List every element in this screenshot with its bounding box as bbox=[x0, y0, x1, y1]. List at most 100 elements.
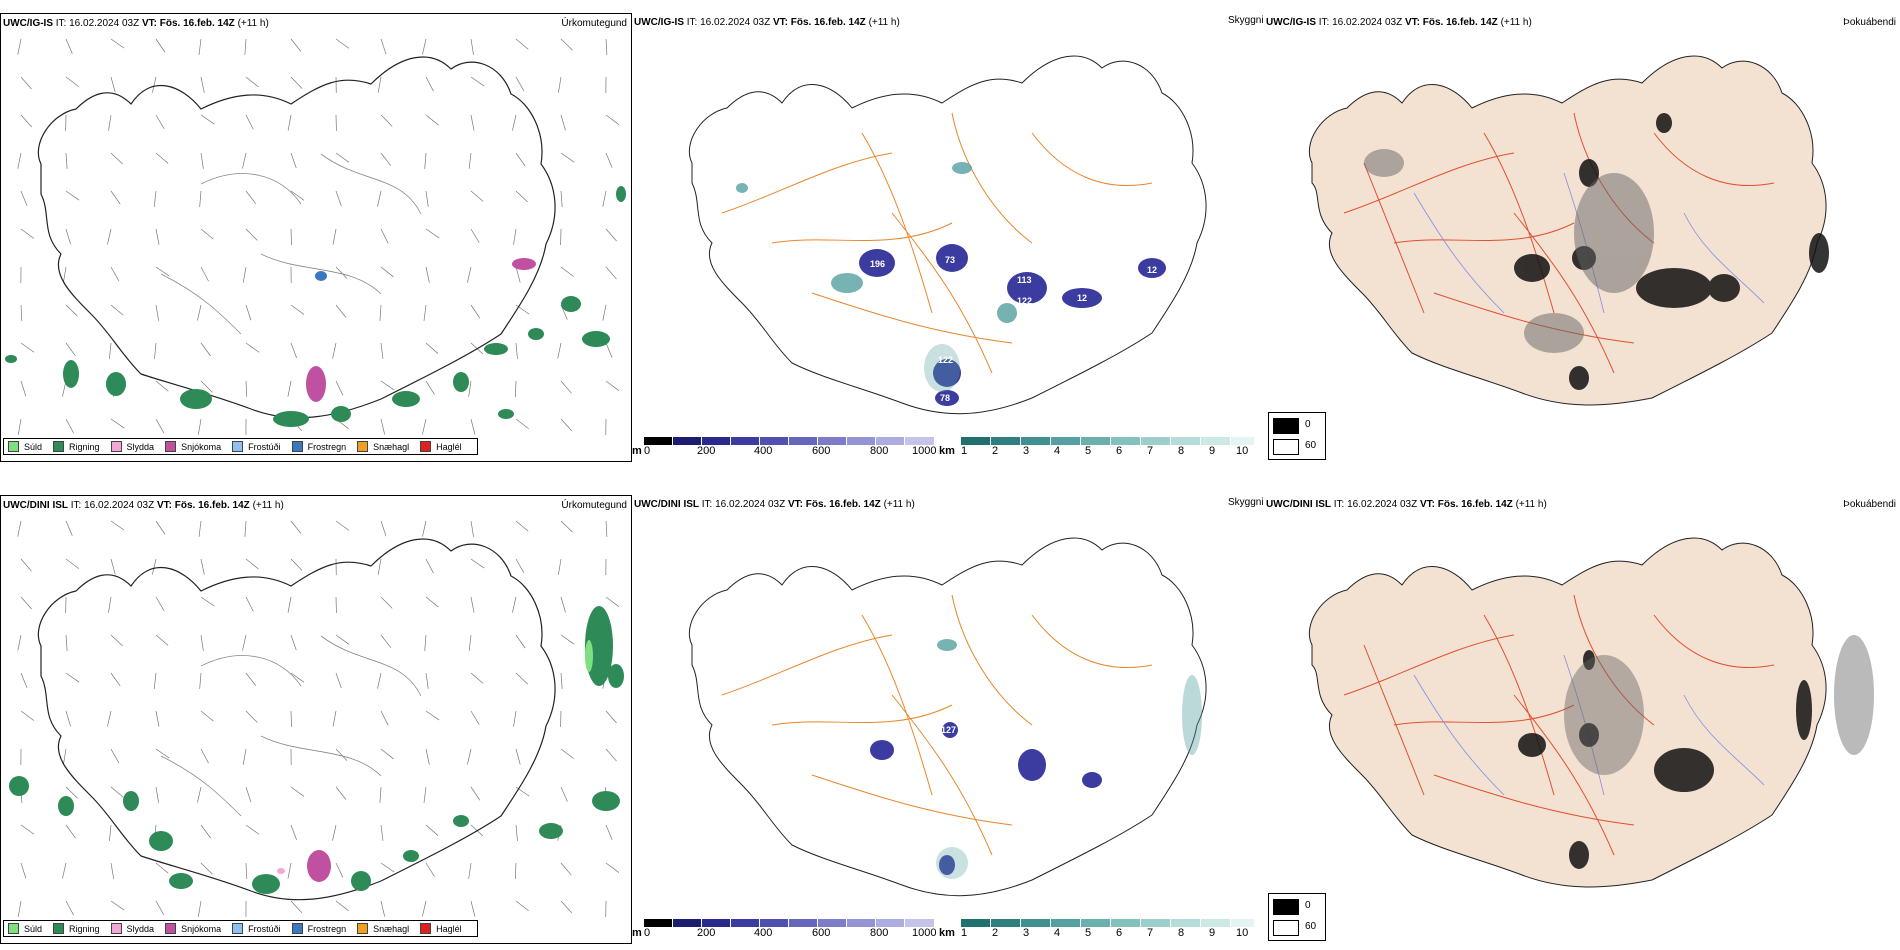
wind-barb bbox=[155, 710, 160, 727]
wind-barb bbox=[560, 748, 574, 759]
legend-item-freezing-rain: Frostregn bbox=[291, 923, 346, 934]
wind-barb bbox=[560, 672, 563, 689]
wind-barb bbox=[200, 748, 209, 764]
wind-barb bbox=[560, 862, 572, 876]
wind-barb bbox=[425, 190, 429, 207]
fog-legend-low-label: 60 bbox=[1305, 921, 1317, 932]
wind-barb bbox=[605, 824, 613, 840]
wind-barb bbox=[602, 304, 607, 321]
ceiling-label: 78 bbox=[940, 393, 950, 403]
visibility-tick: 6 bbox=[1116, 445, 1123, 457]
wind-barb bbox=[557, 342, 562, 359]
wind-barb bbox=[290, 342, 297, 359]
ceiling-tick: 200 bbox=[697, 445, 716, 457]
wind-barb bbox=[20, 672, 28, 688]
wind-barb bbox=[197, 304, 202, 321]
ceiling-tick: 800 bbox=[870, 927, 889, 939]
visibility-panel-bottom: UWC/DINI ISL IT: 16.02.2024 03Z VT: Fös.… bbox=[632, 495, 1264, 944]
wind-barb bbox=[155, 862, 169, 874]
iceland-coastline bbox=[37, 56, 556, 419]
wind-barb bbox=[65, 558, 80, 569]
wind-barb bbox=[377, 76, 382, 93]
wind-barb bbox=[380, 380, 395, 391]
wind-barb bbox=[513, 710, 517, 727]
panel-header: UWC/DINI ISL IT: 16.02.2024 03Z VT: Fös.… bbox=[634, 499, 915, 510]
visibility-tick: 7 bbox=[1147, 445, 1154, 457]
wind-barb bbox=[108, 114, 112, 131]
ceiling-label: 122 bbox=[938, 355, 953, 365]
panel-title-fog: Þokuábendi bbox=[1843, 499, 1896, 510]
wind-barb bbox=[290, 786, 305, 797]
visibility-unit: km bbox=[939, 927, 955, 939]
wind-barb bbox=[20, 304, 23, 321]
legend-item-snow: Snjókoma bbox=[165, 441, 221, 452]
legend-item-rain: Rigning bbox=[53, 441, 100, 452]
wind-barb bbox=[558, 558, 562, 575]
wind-barb bbox=[65, 672, 80, 683]
fog-legend-high-label: 0 bbox=[1305, 900, 1311, 911]
precip-map-top bbox=[5, 38, 626, 436]
wind-barb bbox=[380, 900, 386, 917]
ceiling-colorbar-segment bbox=[702, 919, 731, 927]
visibility-tick: 7 bbox=[1147, 927, 1154, 939]
wind-barb bbox=[470, 76, 485, 87]
legend-item-freezing-drizzle: Frostúði bbox=[232, 441, 281, 452]
wind-barb bbox=[515, 672, 528, 685]
wind-barb bbox=[380, 634, 392, 648]
wind-barb bbox=[605, 228, 617, 242]
wind-barb bbox=[200, 76, 205, 93]
wind-barb bbox=[335, 672, 342, 689]
wind-barb bbox=[335, 748, 348, 761]
wind-barb bbox=[198, 38, 202, 55]
wind-barb bbox=[65, 786, 78, 799]
wind-barb bbox=[560, 266, 574, 277]
wind-barb bbox=[422, 900, 427, 917]
wind-barb bbox=[20, 380, 27, 397]
wind-barb bbox=[200, 824, 211, 839]
ceiling-label: 73 bbox=[945, 255, 955, 265]
visibility-tick: 9 bbox=[1209, 445, 1216, 457]
wind-barb bbox=[65, 634, 68, 651]
wind-barb bbox=[560, 190, 563, 207]
visibility-colorbar-segment bbox=[1021, 919, 1051, 927]
wind-barb bbox=[605, 596, 620, 607]
wind-barb bbox=[244, 38, 247, 55]
wind-barb bbox=[560, 786, 568, 802]
wind-barb bbox=[515, 190, 528, 203]
wind-barb bbox=[558, 76, 562, 93]
wind-barb bbox=[468, 380, 472, 397]
wind-barb bbox=[425, 558, 434, 574]
wind-barb bbox=[20, 558, 32, 572]
wind-barb bbox=[154, 342, 157, 359]
wind-barb bbox=[515, 38, 529, 50]
wind-barb bbox=[155, 596, 165, 611]
wind-barb bbox=[425, 596, 439, 608]
ceiling-colorbar-segment bbox=[702, 437, 731, 445]
precip-map-bottom bbox=[9, 520, 624, 918]
wind-barb bbox=[290, 76, 303, 89]
wind-barb bbox=[468, 634, 472, 651]
wind-barb bbox=[380, 862, 395, 873]
wind-barb bbox=[197, 786, 202, 803]
wind-barb bbox=[425, 824, 439, 836]
wind-barb bbox=[110, 748, 120, 764]
wind-barb bbox=[332, 824, 337, 841]
visibility-colorbar-segment bbox=[1051, 919, 1081, 927]
legend-item-drizzle: Súld bbox=[8, 923, 42, 934]
wind-barb bbox=[63, 266, 67, 283]
wind-barb bbox=[335, 190, 342, 207]
wind-barb bbox=[380, 228, 389, 244]
wind-barb bbox=[513, 228, 517, 245]
panel-title-fog: Þokuábendi bbox=[1843, 17, 1896, 28]
wind-barb bbox=[17, 520, 22, 537]
wind-barb bbox=[153, 672, 157, 689]
ceiling-label: 127 bbox=[941, 725, 956, 735]
wind-barb bbox=[110, 190, 121, 205]
wind-barb bbox=[65, 152, 68, 169]
wind-barb bbox=[468, 862, 472, 879]
wind-barb bbox=[335, 900, 349, 912]
wind-barb bbox=[65, 304, 78, 317]
wind-barb bbox=[380, 520, 387, 537]
wind-barb bbox=[110, 634, 123, 647]
wind-barbs bbox=[17, 520, 620, 918]
